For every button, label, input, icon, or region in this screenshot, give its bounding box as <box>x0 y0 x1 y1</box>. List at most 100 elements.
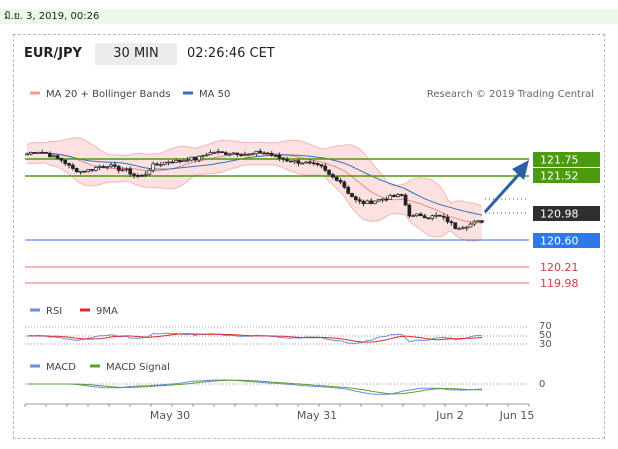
candle-body <box>124 168 129 171</box>
candle-body <box>254 150 259 155</box>
candle-body <box>365 200 370 204</box>
candle-body <box>82 170 87 173</box>
candle-body <box>468 223 473 228</box>
candle-body <box>40 151 45 154</box>
candle-body <box>453 222 458 229</box>
candle-body <box>373 200 377 204</box>
candle-body <box>166 161 171 164</box>
candle-body <box>128 168 133 175</box>
candle-body <box>32 152 37 154</box>
candle-body <box>476 220 481 223</box>
candle-body <box>457 228 461 230</box>
candle-body <box>63 159 68 164</box>
candle-body <box>201 155 205 157</box>
candle-body <box>193 156 198 161</box>
candle-body <box>243 154 247 156</box>
rsi-level-70-label: 70 <box>539 321 552 332</box>
candle-body <box>296 160 301 164</box>
x-tick-label-jun-15: Jun 15 <box>499 409 535 422</box>
candle-body <box>25 153 29 156</box>
candle-body <box>262 152 266 155</box>
bollinger-band-fill <box>27 137 482 241</box>
candle-body <box>227 153 232 156</box>
candle-body <box>327 169 331 175</box>
candle-body <box>235 152 240 156</box>
candle-body <box>300 162 305 165</box>
price-tag-121-75-bg <box>533 152 600 167</box>
candle-body <box>281 157 286 160</box>
candle-body <box>376 199 381 202</box>
candle-body <box>361 200 366 204</box>
candle-body <box>438 214 442 217</box>
candle-body <box>139 175 144 177</box>
candle-body <box>380 198 385 201</box>
rsi-level-50-label: 50 <box>539 330 552 341</box>
candle-body <box>59 157 64 161</box>
x-axis-ticks <box>24 404 530 407</box>
legend-label-ma50: MA 50 <box>199 89 230 100</box>
candle-body <box>464 226 469 229</box>
candle-body <box>178 160 182 163</box>
timeframe-badge: 30 MIN <box>95 43 177 65</box>
candle-body <box>220 151 224 154</box>
x-tick-label-may-31: May 31 <box>297 409 337 422</box>
price-label-119-98: 119.98 <box>540 277 579 290</box>
candle-body <box>269 153 274 156</box>
macd-signal-line <box>27 379 483 395</box>
ma50-line <box>26 152 483 216</box>
price-tag-121-52-bg <box>533 168 600 183</box>
price-tag-121-75: 121.75 <box>540 154 579 167</box>
macd-line <box>27 379 483 395</box>
candle-body <box>315 163 320 166</box>
candle-body <box>113 164 117 167</box>
candle-body <box>338 180 343 183</box>
candlestick-series <box>25 148 484 231</box>
candle-body <box>422 215 427 219</box>
candle-body <box>185 159 190 162</box>
candle-body <box>71 164 75 169</box>
bollinger-upper-line <box>26 137 483 207</box>
candle-body <box>208 152 213 156</box>
candle-body <box>369 200 373 204</box>
candle-body <box>445 216 450 223</box>
candle-body <box>86 169 91 173</box>
candle-body <box>105 166 110 168</box>
candle-body <box>155 163 159 166</box>
macd-signal-legend-label: MACD Signal <box>106 362 170 373</box>
price-tag-121-52: 121.52 <box>540 170 579 183</box>
rsi-level-30-label: 30 <box>539 339 552 350</box>
candle-body <box>147 169 152 175</box>
candle-body <box>189 156 194 161</box>
candle-body <box>407 204 412 217</box>
candle-body <box>51 155 56 158</box>
candle-body <box>346 186 351 194</box>
candle-body <box>136 174 140 177</box>
candle-body <box>231 152 236 155</box>
candle-body <box>55 155 60 159</box>
price-tag-120-98-bg <box>533 206 600 221</box>
candle-body <box>170 161 175 164</box>
candle-body <box>101 166 106 168</box>
candle-body <box>246 153 251 156</box>
candle-body <box>461 227 465 230</box>
candle-body <box>212 152 217 154</box>
candle-body <box>353 196 358 201</box>
candle-body <box>181 160 186 163</box>
header-clock: 02:26:46 CET <box>187 46 275 61</box>
price-tag-120-60: 120.60 <box>540 235 579 248</box>
candle-body <box>120 169 125 172</box>
bollinger-lower-line <box>26 162 483 242</box>
candle-body <box>334 176 339 181</box>
candle-body <box>266 152 270 155</box>
chart-frame <box>13 34 605 439</box>
rsi-ma-legend-label: 9MA <box>96 306 118 317</box>
candle-body <box>441 215 446 218</box>
candle-body <box>223 152 228 155</box>
candle-body <box>109 164 113 167</box>
candle-body <box>285 158 289 162</box>
candle-body <box>44 152 48 154</box>
macd-legend-label: MACD <box>46 362 76 373</box>
candle-body <box>480 220 484 223</box>
candle-body <box>97 166 102 168</box>
candle-body <box>132 173 136 176</box>
